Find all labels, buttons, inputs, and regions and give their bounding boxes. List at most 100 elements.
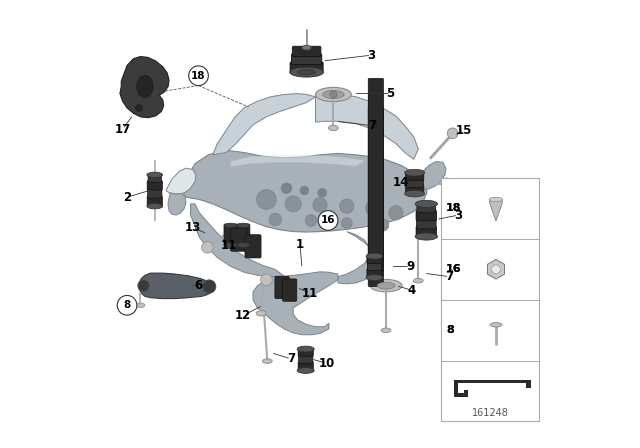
Text: 14: 14 (393, 177, 410, 190)
Text: 161248: 161248 (472, 409, 509, 418)
FancyBboxPatch shape (298, 348, 314, 356)
Circle shape (388, 206, 403, 220)
Polygon shape (454, 380, 530, 396)
FancyBboxPatch shape (147, 196, 163, 207)
Ellipse shape (225, 223, 237, 228)
FancyBboxPatch shape (224, 224, 237, 246)
Text: 8: 8 (124, 300, 131, 310)
Circle shape (313, 198, 327, 212)
Circle shape (189, 66, 209, 86)
Ellipse shape (136, 303, 145, 307)
Text: 6: 6 (195, 279, 203, 292)
Polygon shape (253, 272, 338, 335)
FancyBboxPatch shape (148, 188, 162, 198)
Text: 16: 16 (446, 264, 461, 274)
Polygon shape (168, 193, 186, 215)
FancyBboxPatch shape (406, 171, 424, 181)
Text: 18: 18 (446, 203, 461, 213)
FancyBboxPatch shape (367, 262, 381, 271)
Circle shape (257, 190, 276, 209)
Circle shape (305, 215, 317, 226)
Circle shape (117, 296, 137, 315)
Circle shape (269, 213, 282, 226)
Polygon shape (488, 259, 504, 279)
Circle shape (447, 128, 458, 139)
FancyBboxPatch shape (367, 269, 382, 279)
Ellipse shape (147, 172, 163, 177)
FancyBboxPatch shape (416, 226, 436, 238)
FancyBboxPatch shape (245, 235, 261, 258)
Ellipse shape (489, 197, 502, 202)
Text: 12: 12 (235, 309, 252, 322)
Ellipse shape (404, 190, 425, 197)
FancyBboxPatch shape (416, 210, 436, 221)
Polygon shape (417, 161, 446, 189)
Circle shape (318, 188, 326, 197)
FancyBboxPatch shape (237, 224, 250, 246)
Text: 16: 16 (321, 215, 335, 225)
Text: 8: 8 (446, 325, 454, 335)
Polygon shape (166, 168, 196, 194)
Text: 7: 7 (369, 119, 377, 132)
FancyBboxPatch shape (230, 228, 247, 251)
Ellipse shape (302, 45, 311, 50)
Ellipse shape (490, 323, 502, 327)
Ellipse shape (328, 125, 339, 131)
Ellipse shape (316, 87, 351, 102)
FancyBboxPatch shape (147, 181, 163, 190)
Circle shape (134, 103, 143, 112)
Ellipse shape (370, 280, 402, 292)
Ellipse shape (225, 243, 237, 247)
Ellipse shape (262, 359, 272, 363)
Text: 11: 11 (302, 287, 318, 300)
Circle shape (281, 183, 292, 194)
Text: 3: 3 (454, 209, 463, 222)
Polygon shape (316, 95, 419, 159)
Text: 3: 3 (367, 49, 376, 62)
Ellipse shape (381, 328, 391, 332)
Text: 7: 7 (287, 353, 295, 366)
Circle shape (492, 265, 500, 274)
Text: 2: 2 (123, 191, 131, 204)
Text: 18: 18 (191, 71, 206, 81)
Ellipse shape (413, 279, 423, 283)
Text: 18: 18 (446, 203, 461, 213)
Text: 17: 17 (115, 123, 131, 136)
Ellipse shape (366, 253, 383, 259)
Polygon shape (490, 199, 502, 221)
Text: 5: 5 (387, 87, 395, 100)
Text: 8: 8 (446, 325, 454, 335)
FancyBboxPatch shape (368, 78, 383, 271)
Circle shape (340, 199, 354, 213)
Ellipse shape (237, 223, 250, 228)
Text: 11: 11 (220, 239, 237, 252)
Text: 1: 1 (296, 237, 304, 250)
Text: 13: 13 (184, 221, 201, 234)
FancyBboxPatch shape (290, 62, 323, 73)
Ellipse shape (136, 74, 154, 99)
Circle shape (365, 200, 381, 216)
Ellipse shape (256, 310, 266, 316)
Circle shape (330, 91, 337, 98)
Circle shape (202, 241, 213, 253)
Circle shape (441, 178, 452, 190)
Ellipse shape (404, 169, 425, 176)
Circle shape (300, 186, 309, 195)
FancyBboxPatch shape (292, 46, 321, 56)
Ellipse shape (415, 233, 438, 240)
FancyBboxPatch shape (298, 362, 314, 371)
Ellipse shape (366, 275, 383, 280)
Polygon shape (213, 94, 316, 155)
Ellipse shape (377, 282, 395, 289)
FancyBboxPatch shape (291, 54, 322, 65)
Ellipse shape (415, 200, 438, 207)
Ellipse shape (298, 69, 316, 75)
Text: 15: 15 (456, 124, 472, 137)
FancyBboxPatch shape (417, 218, 436, 229)
Polygon shape (184, 151, 427, 232)
FancyBboxPatch shape (282, 279, 297, 301)
Circle shape (376, 219, 388, 231)
Text: 4: 4 (408, 284, 416, 297)
Text: 10: 10 (319, 357, 335, 370)
Text: 16: 16 (446, 264, 461, 274)
